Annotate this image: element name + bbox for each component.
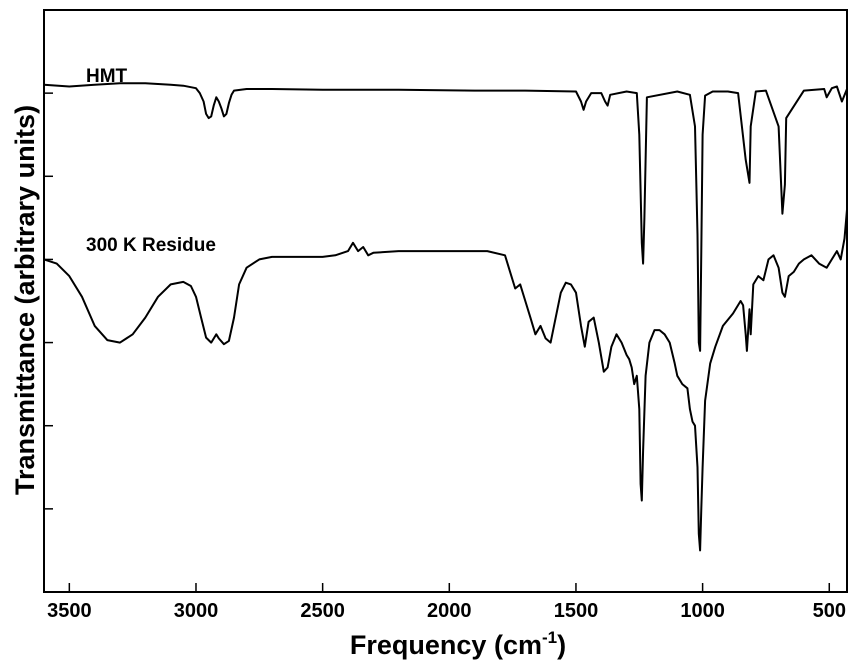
series-label-hmt: HMT bbox=[86, 66, 128, 87]
series-lines bbox=[43, 82, 848, 552]
x-tick-label: 2000 bbox=[427, 600, 472, 622]
series-label-residue: 300 K Residue bbox=[86, 235, 216, 256]
x-axis-title-main: Frequency (cm bbox=[350, 630, 542, 660]
y-axis-ticks bbox=[44, 92, 53, 510]
x-axis-title: Frequency (cm-1) bbox=[350, 628, 566, 660]
x-axis-title-superscript: -1 bbox=[542, 628, 557, 647]
x-axis-ticks: 3500 3000 2500 2000 1500 1000 500 bbox=[47, 583, 846, 622]
x-tick-label: 3500 bbox=[47, 600, 92, 622]
plot-frame bbox=[43, 9, 848, 593]
series-line-residue bbox=[43, 209, 848, 552]
y-axis-title: Transmittance (arbitrary units) bbox=[10, 105, 40, 495]
x-tick-label: 1500 bbox=[554, 600, 599, 622]
series-line-hmt bbox=[43, 82, 848, 352]
x-tick-label: 500 bbox=[813, 600, 846, 622]
x-axis-title-suffix: ) bbox=[557, 630, 566, 660]
x-tick-label: 3000 bbox=[174, 600, 219, 622]
x-tick-label: 2500 bbox=[300, 600, 345, 622]
x-tick-label: 1000 bbox=[680, 600, 725, 622]
